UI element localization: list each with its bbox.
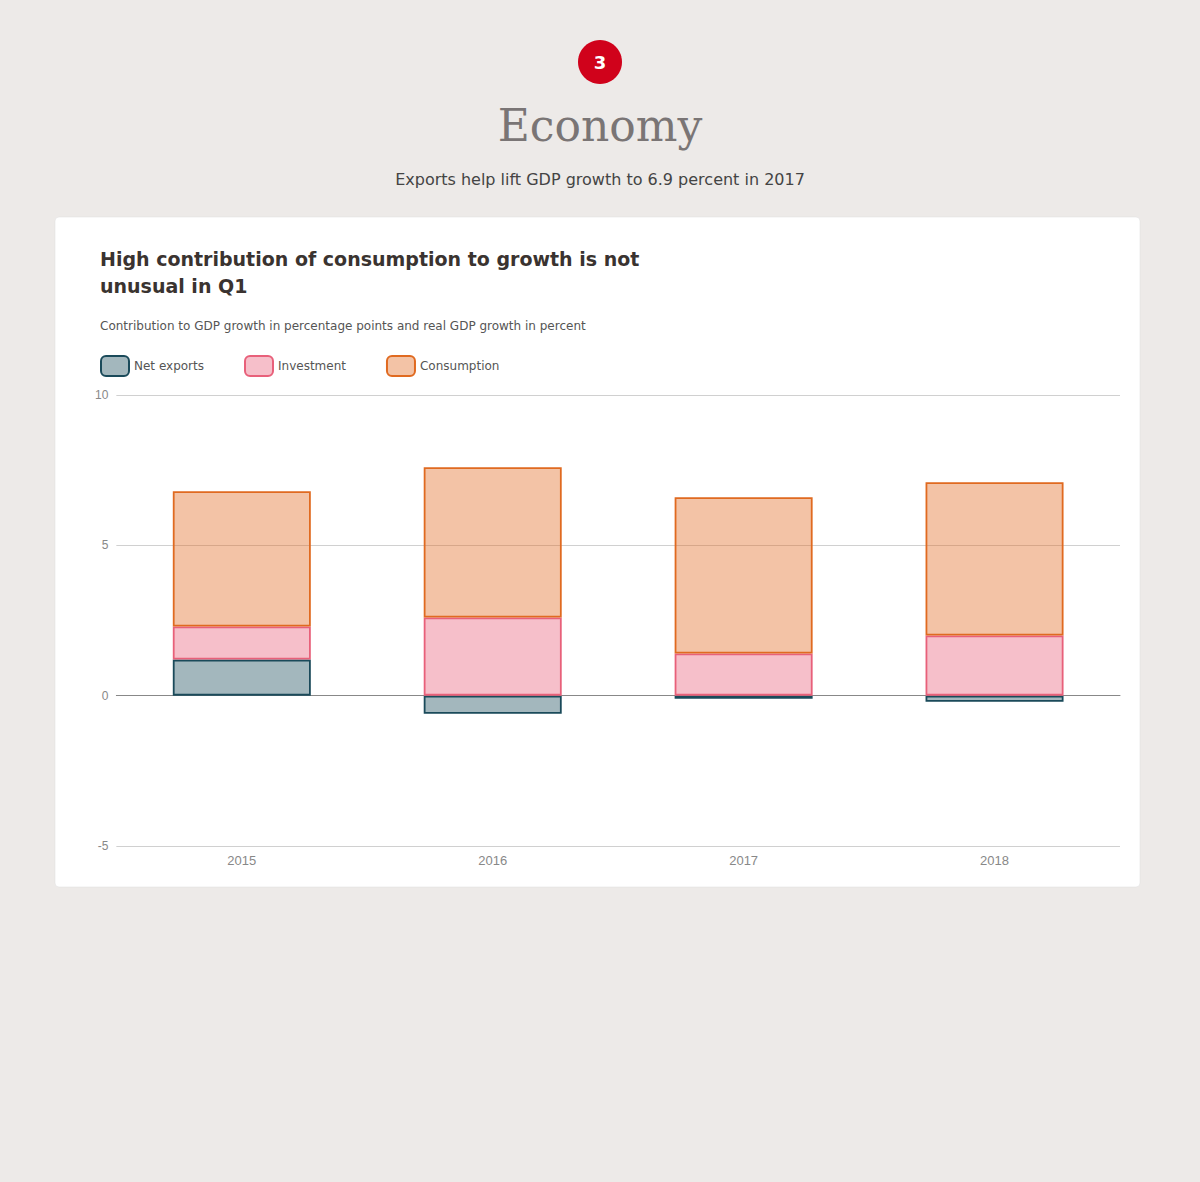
svg-text:2018: 2018 [980,853,1009,868]
svg-text:unusual in Q1: unusual in Q1 [100,275,247,297]
svg-text:-5: -5 [98,839,109,853]
svg-text:2015: 2015 [227,853,256,868]
svg-text:Contribution to GDP growth in: Contribution to GDP growth in percentage… [100,319,586,333]
svg-text:2016: 2016 [478,853,507,868]
svg-text:Consumption: Consumption [420,359,499,373]
svg-text:5: 5 [102,538,109,552]
svg-text:Investment: Investment [278,359,346,373]
svg-text:High contribution of consumpti: High contribution of consumption to grow… [100,248,639,270]
svg-text:Exports help lift GDP growth t: Exports help lift GDP growth to 6.9 perc… [395,170,805,189]
svg-text:0: 0 [102,689,109,703]
svg-text:Economy: Economy [498,100,703,151]
svg-text:10: 10 [95,388,109,402]
svg-text:3: 3 [594,52,607,73]
svg-text:2017: 2017 [729,853,758,868]
svg-text:Net exports: Net exports [134,359,204,373]
